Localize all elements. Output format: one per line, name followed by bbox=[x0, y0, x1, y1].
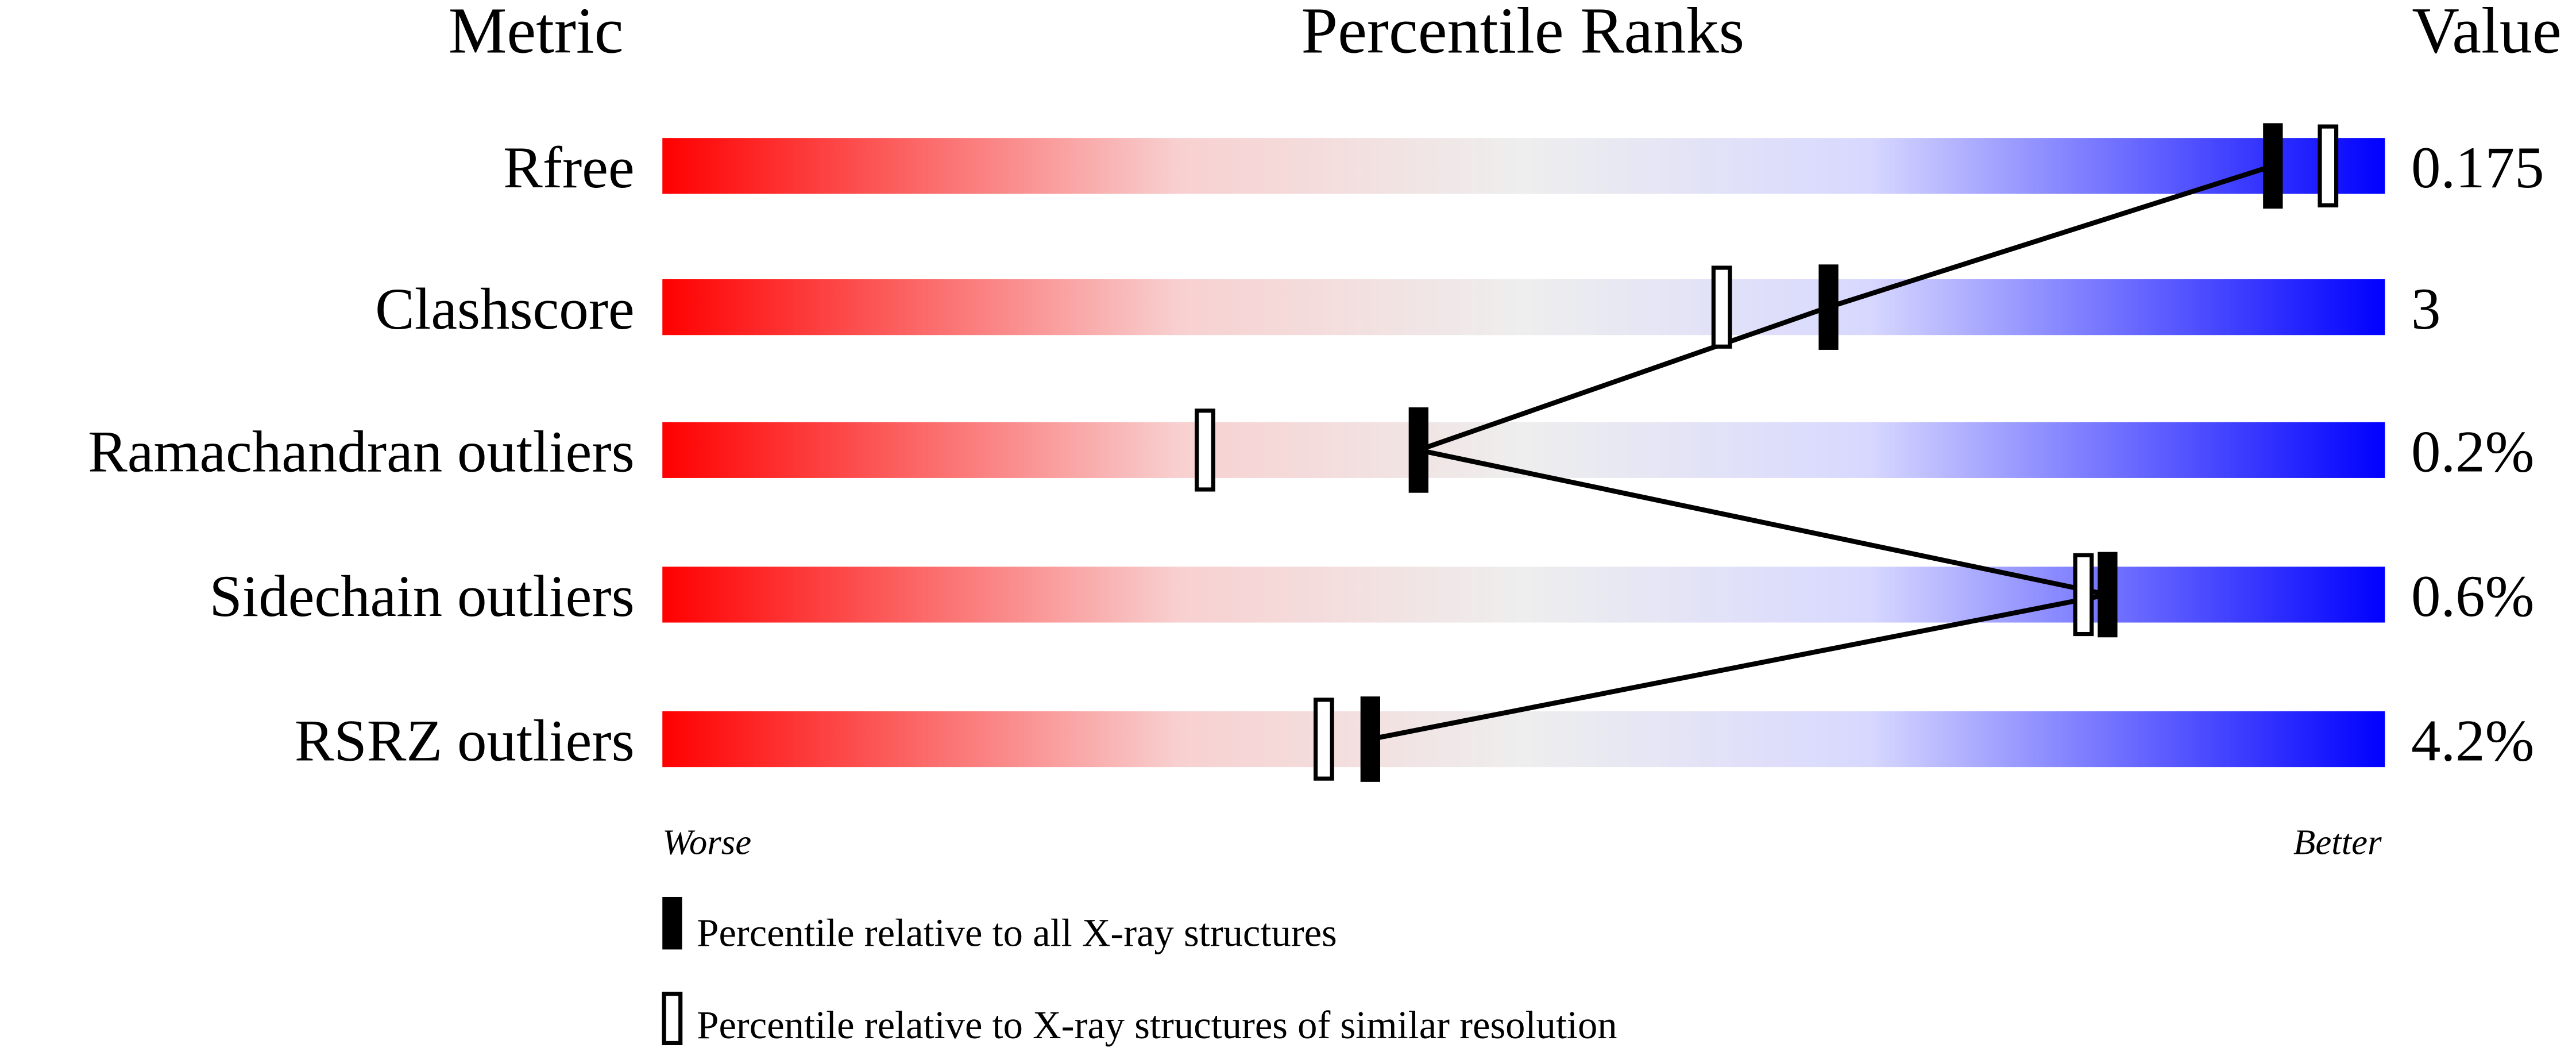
legend-filled-marker bbox=[662, 896, 682, 950]
percentile-bar bbox=[662, 422, 2385, 478]
all-structures-marker bbox=[1360, 696, 1380, 782]
legend-open-label: Percentile relative to X-ray structures … bbox=[697, 1003, 1617, 1047]
worse-label: Worse bbox=[662, 822, 751, 862]
all-structures-marker bbox=[2098, 552, 2118, 638]
metric-label: Sidechain outliers bbox=[209, 564, 634, 629]
all-structures-marker bbox=[2263, 123, 2283, 209]
legend-open-marker bbox=[662, 992, 683, 1045]
percentile-bar bbox=[662, 711, 2385, 768]
similar-resolution-marker bbox=[1195, 409, 1215, 492]
metric-label: RSRZ outliers bbox=[295, 708, 635, 774]
metric-value: 3 bbox=[2411, 276, 2440, 342]
metric-label: Rfree bbox=[503, 135, 635, 201]
percentile-bar bbox=[662, 567, 2385, 623]
header-value: Value bbox=[2412, 0, 2561, 67]
percentile-bar bbox=[662, 138, 2385, 194]
similar-resolution-marker bbox=[2073, 553, 2094, 637]
metric-value: 0.6% bbox=[2411, 564, 2534, 629]
header-ranks: Percentile Ranks bbox=[1301, 0, 1745, 67]
metric-label: Ramachandran outliers bbox=[88, 419, 635, 485]
metric-label: Clashscore bbox=[375, 276, 635, 342]
metric-value: 0.175 bbox=[2411, 135, 2544, 201]
legend-filled-label: Percentile relative to all X-ray structu… bbox=[697, 911, 1337, 955]
metric-value: 4.2% bbox=[2411, 708, 2534, 774]
header-metric: Metric bbox=[449, 0, 624, 67]
all-structures-marker bbox=[1408, 407, 1428, 493]
similar-resolution-marker bbox=[2318, 124, 2339, 207]
metric-value: 0.2% bbox=[2411, 419, 2534, 485]
similar-resolution-marker bbox=[1711, 265, 1732, 349]
better-label: Better bbox=[2293, 822, 2382, 862]
similar-resolution-marker bbox=[1314, 698, 1334, 781]
percentile-bar bbox=[662, 279, 2385, 336]
all-structures-marker bbox=[1818, 264, 1839, 350]
